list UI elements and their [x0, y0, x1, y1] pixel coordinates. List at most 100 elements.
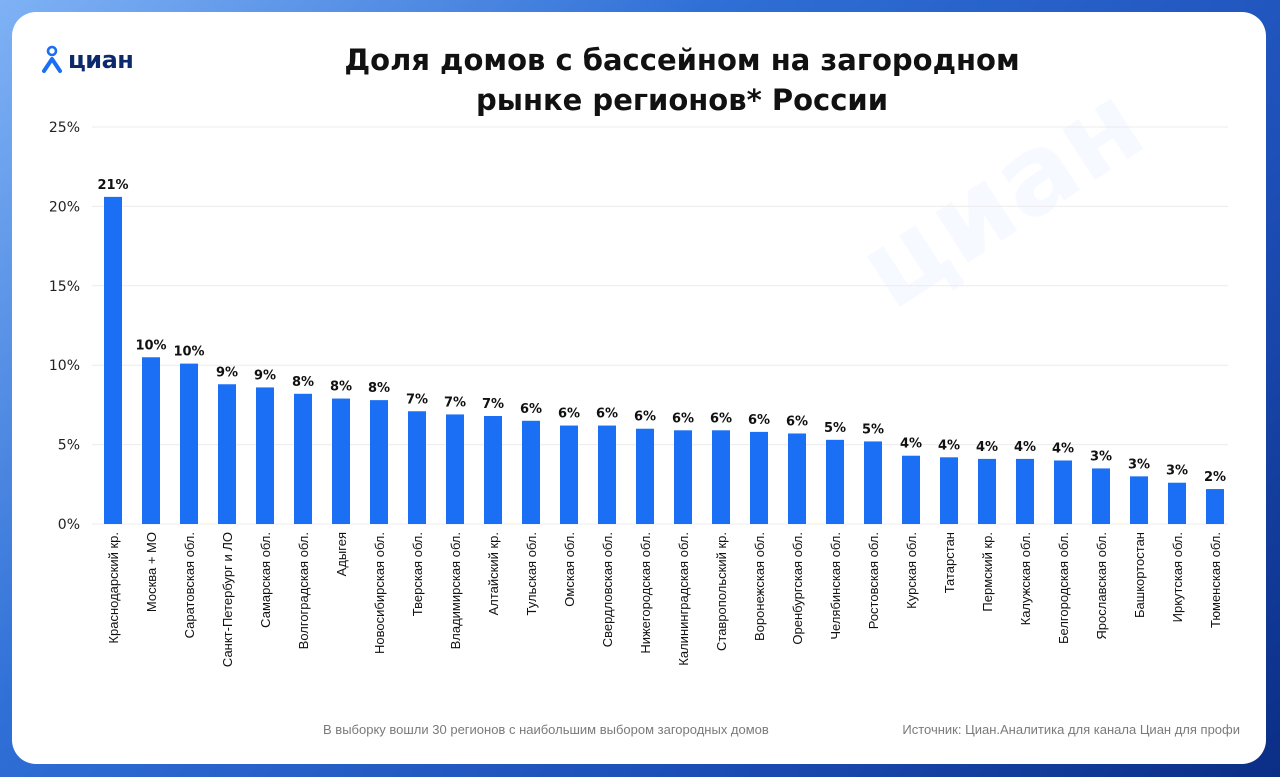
logo-text: циан — [68, 46, 134, 74]
x-tick-label: Татарстан — [942, 532, 957, 593]
x-tick-label: Москва + МО — [144, 532, 159, 612]
bar-value-label: 7% — [482, 397, 504, 412]
x-tick-label: Башкортостан — [1132, 532, 1147, 618]
x-tick-label: Курская обл. — [904, 532, 919, 609]
bar-value-label: 5% — [824, 421, 846, 436]
x-tick-label: Санкт-Петербург и ЛО — [220, 532, 235, 667]
x-tick-label: Тверская обл. — [410, 532, 425, 616]
y-tick-label: 25% — [49, 120, 80, 136]
watermark-text: циан — [836, 58, 1165, 334]
x-tick-label: Челябинская обл. — [828, 532, 843, 640]
bar-value-label: 6% — [786, 414, 808, 429]
x-tick-label: Новосибирская обл. — [372, 532, 387, 654]
bar-value-label: 3% — [1090, 449, 1112, 464]
bar — [1130, 476, 1148, 524]
bar-value-label: 5% — [862, 422, 884, 437]
bar — [332, 398, 350, 524]
bar-value-label: 7% — [444, 395, 466, 410]
chart-title: Доля домов с бассейном на загородном рын… — [12, 40, 1266, 120]
bar — [294, 393, 312, 524]
x-tick-label: Владимирская обл. — [448, 532, 463, 649]
bar — [1092, 468, 1110, 524]
bar-value-label: 6% — [634, 410, 656, 425]
x-tick-label: Самарская обл. — [258, 532, 273, 628]
x-tick-label: Иркутская обл. — [1170, 532, 1185, 622]
bar-value-label: 6% — [520, 402, 542, 417]
bar-value-label: 4% — [938, 438, 960, 453]
x-tick-label: Свердловская обл. — [600, 532, 615, 647]
bar-value-label: 9% — [216, 365, 238, 380]
bar-value-label: 6% — [748, 413, 770, 428]
chart-title-line-2: рынке регионов* России — [475, 83, 889, 117]
bar-value-label: 21% — [97, 178, 128, 193]
bar — [1206, 489, 1224, 524]
x-tick-label: Ростовская обл. — [866, 532, 881, 629]
x-tick-label: Калужская обл. — [1018, 532, 1033, 625]
bar — [902, 455, 920, 524]
chart-title-line-1: Доля домов с бассейном на загородном — [344, 43, 1020, 77]
bar-value-label: 6% — [710, 411, 732, 426]
bar — [446, 414, 464, 524]
chart-card: циан Доля домов с бассейном на загородно… — [12, 12, 1266, 764]
bar — [598, 425, 616, 524]
gridlines — [92, 126, 1228, 525]
y-tick-label: 0% — [58, 517, 80, 533]
watermark: циан — [836, 58, 1165, 334]
x-tick-label: Нижегородская обл. — [638, 532, 653, 654]
y-axis-ticks: 0% 5% 10% 15% 20% 25% — [49, 120, 80, 533]
x-tick-label: Саратовская обл. — [182, 532, 197, 638]
bar — [826, 439, 844, 524]
x-tick-label: Адыгея — [334, 532, 349, 576]
bar-value-labels: 21% 10% 10% 9% 9% 8% 8% 8% 7% 7% 7% 6% 6% 6% 6% 6% 6% 6% 6… — [97, 178, 1226, 485]
bar-value-label: 4% — [976, 440, 998, 455]
footer-note: В выборку вошли 30 регионов с наибольшим… — [323, 722, 769, 737]
bar — [180, 363, 198, 524]
x-tick-label: Волгоградская обл. — [296, 532, 311, 649]
bar-value-label: 8% — [368, 381, 390, 396]
bar — [712, 430, 730, 524]
bar — [104, 196, 122, 524]
bar — [560, 425, 578, 524]
bar-chart: циан 0% 5% 10% 15% 20% 25% 21% 10% 10% 9% 9% 8% 8% 8… — [49, 58, 1228, 667]
x-axis-ticks: Краснодарский кр. Москва + МО Саратовская … — [106, 532, 1223, 667]
bar — [864, 441, 882, 524]
bar-value-label: 3% — [1128, 457, 1150, 472]
bar — [218, 384, 236, 524]
bar-value-label: 8% — [292, 375, 314, 390]
x-tick-label: Воронежская обл. — [752, 532, 767, 641]
bar — [674, 430, 692, 524]
footer-source: Источник: Циан.Аналитика для канала Циан… — [902, 722, 1240, 737]
bar-value-label: 8% — [330, 380, 352, 395]
bar — [750, 431, 768, 524]
bar-value-label: 10% — [173, 345, 204, 360]
logo-person-icon — [42, 45, 62, 73]
x-tick-label: Пермский кр. — [980, 532, 995, 612]
bar — [1016, 458, 1034, 524]
bar — [1168, 482, 1186, 524]
bar-value-label: 4% — [900, 437, 922, 452]
bar — [256, 387, 274, 524]
bar — [788, 433, 806, 524]
y-tick-label: 10% — [49, 358, 80, 374]
bar-value-label: 4% — [1052, 441, 1074, 456]
bar-value-label: 4% — [1014, 440, 1036, 455]
x-tick-label: Оренбургская обл. — [790, 532, 805, 645]
bar-value-label: 7% — [406, 392, 428, 407]
y-tick-label: 20% — [49, 199, 80, 215]
bar — [636, 428, 654, 524]
bar-value-label: 10% — [135, 338, 166, 353]
x-tick-label: Белгородская обл. — [1056, 532, 1071, 644]
x-tick-label: Омская обл. — [562, 532, 577, 607]
bar — [522, 420, 540, 524]
bar — [940, 457, 958, 524]
bar — [1054, 460, 1072, 524]
cian-logo: циан — [40, 40, 134, 80]
y-tick-label: 15% — [49, 279, 80, 295]
x-tick-label: Ставропольский кр. — [714, 532, 729, 651]
bar-value-label: 6% — [596, 407, 618, 422]
bar — [408, 411, 426, 524]
bars — [104, 196, 1224, 524]
bar-value-label: 9% — [254, 368, 276, 383]
bar-value-label: 3% — [1166, 464, 1188, 479]
x-tick-label: Алтайский кр. — [486, 532, 501, 615]
